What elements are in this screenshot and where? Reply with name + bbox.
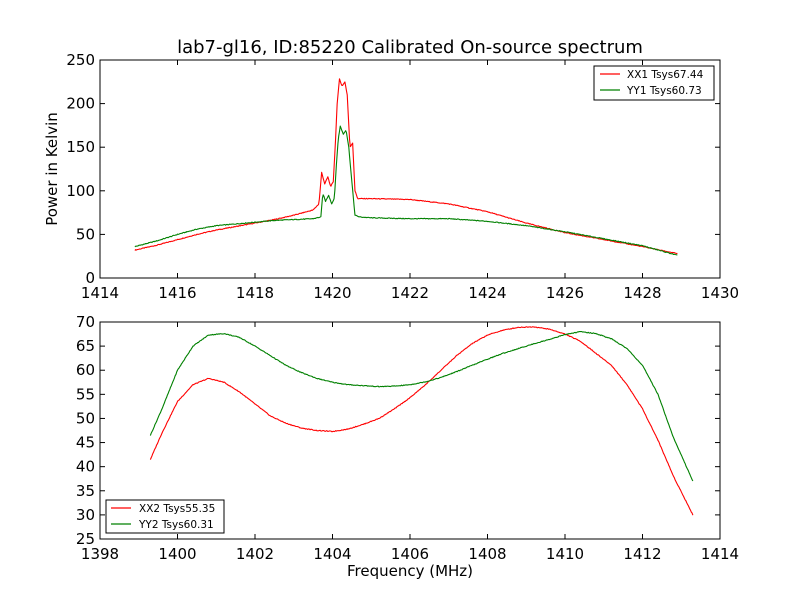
bottom-y-tick-label: 45 bbox=[76, 434, 95, 452]
top-x-tick-label: 1422 bbox=[391, 284, 429, 302]
bottom-y-tick-label: 25 bbox=[76, 530, 95, 548]
legend-label-xx2: XX2 Tsys55.35 bbox=[139, 503, 215, 515]
bottom-legend: XX2 Tsys55.35 YY2 Tsys60.31 bbox=[105, 499, 225, 534]
top-legend: XX1 Tsys67.44 YY1 Tsys60.73 bbox=[593, 65, 715, 101]
bottom-x-tick-label: 1410 bbox=[546, 545, 584, 563]
top-y-tick-label: 250 bbox=[66, 51, 95, 69]
bottom-y-tick-label: 50 bbox=[76, 409, 95, 427]
legend-label-yy1: YY1 Tsys60.73 bbox=[626, 85, 702, 97]
top-x-tick-label: 1414 bbox=[81, 284, 119, 302]
bottom-x-tick-label: 1402 bbox=[236, 545, 274, 563]
bottom-x-tick-label: 1398 bbox=[81, 545, 119, 563]
bottom-y-tick-label: 35 bbox=[76, 482, 95, 500]
bottom-x-tick-label: 1414 bbox=[701, 545, 739, 563]
bottom-y-tick-label: 60 bbox=[76, 361, 95, 379]
top-x-tick-label: 1424 bbox=[468, 284, 506, 302]
top-x-tick-label: 1426 bbox=[546, 284, 584, 302]
top-y-tick-label: 150 bbox=[66, 138, 95, 156]
series-line-yy1 bbox=[134, 125, 678, 256]
bottom-y-tick-label: 40 bbox=[76, 458, 95, 476]
bottom-y-tick-label: 30 bbox=[76, 506, 95, 524]
bottom-x-tick-label: 1412 bbox=[623, 545, 661, 563]
top-x-tick-label: 1420 bbox=[313, 284, 351, 302]
bottom-x-tick-label: 1404 bbox=[313, 545, 351, 563]
bottom-x-tick-label: 1400 bbox=[158, 545, 196, 563]
series-line-xx1 bbox=[134, 78, 678, 255]
top-x-tick-label: 1418 bbox=[236, 284, 274, 302]
top-y-tick-label: 200 bbox=[66, 95, 95, 113]
bottom-y-tick-label: 55 bbox=[76, 385, 95, 403]
bottom-y-tick-label: 70 bbox=[76, 313, 95, 331]
top-y-tick-label: 50 bbox=[76, 225, 95, 243]
top-y-tick-label: 100 bbox=[66, 182, 95, 200]
top-y-axis-label: Power in Kelvin bbox=[43, 112, 61, 226]
chart-title: lab7-gl16, ID:85220 Calibrated On-source… bbox=[177, 37, 643, 58]
top-legend-box bbox=[593, 65, 715, 101]
series-line-yy2 bbox=[149, 330, 694, 482]
top-y-tick-label: 0 bbox=[85, 269, 95, 287]
top-spectrum-panel: 1414 1416 1418 1420 1422 1424 1426 1428 1430 0 50 1… bbox=[43, 51, 739, 302]
series-line-xx2 bbox=[149, 326, 694, 516]
top-x-tick-label: 1428 bbox=[623, 284, 661, 302]
top-x-tick-label: 1430 bbox=[701, 284, 739, 302]
bottom-spectrum-panel: 1398 1400 1402 1404 1406 1408 1410 1412 1414 25 30… bbox=[76, 313, 739, 580]
legend-label-xx1: XX1 Tsys67.44 bbox=[627, 69, 704, 81]
bottom-x-tick-label: 1408 bbox=[468, 545, 506, 563]
bottom-legend-box bbox=[105, 499, 225, 534]
x-axis-label: Frequency (MHz) bbox=[347, 562, 473, 580]
bottom-y-tick-label: 65 bbox=[76, 337, 95, 355]
bottom-x-tick-label: 1406 bbox=[391, 545, 429, 563]
legend-label-yy2: YY2 Tsys60.31 bbox=[138, 519, 214, 531]
top-x-tick-label: 1416 bbox=[158, 284, 196, 302]
